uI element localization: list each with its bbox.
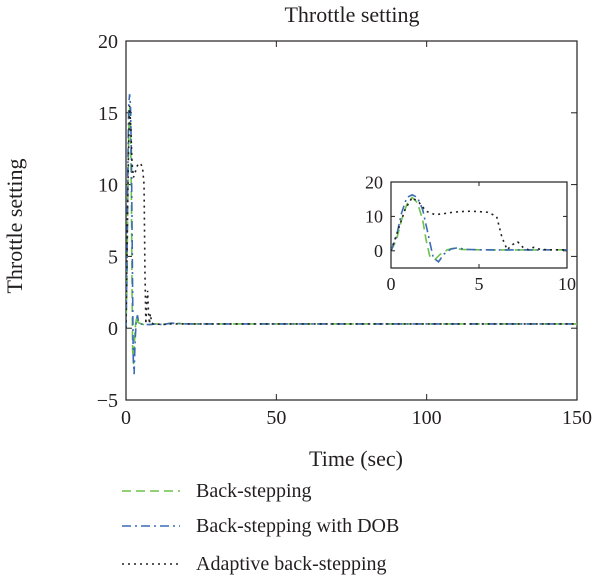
main-series-line-3 [126,105,577,329]
inset-x-tick-label: 10 [558,274,576,294]
legend-label-3: Adaptive back-stepping [196,553,387,575]
inset-y-tick-label: 0 [374,241,383,261]
legend-label-2: Back-stepping with DOB [196,515,399,537]
y-axis-label: Throttle setting [2,158,27,293]
main-y-tick-label: −5 [97,390,118,412]
inset-series-line-2 [391,193,567,263]
x-axis-label: Time (sec) [309,446,403,471]
inset-y-tick-label: 10 [365,207,383,227]
inset-y-tick-label: 20 [365,172,383,192]
inset-frame [390,181,568,269]
main-series-line-2 [126,94,577,375]
inset-series-line-1 [391,196,567,261]
main-x-tick-label: 0 [121,407,131,429]
main-y-tick-label: 5 [108,246,118,268]
inset-x-tick-label: 5 [475,274,484,294]
legend-label-1: Back-stepping [196,480,312,502]
main-y-tick-label: 15 [98,103,118,125]
main-y-tick-label: 0 [108,318,118,340]
main-x-tick-label: 50 [266,407,286,429]
inset-plot-area: 0 5 10 0 10 20 [365,172,576,294]
inset-x-tick-label: 0 [387,274,396,294]
chart-title: Throttle setting [284,2,419,27]
main-x-tick-label: 150 [562,407,592,429]
main-x-tick-label: 100 [412,407,442,429]
main-y-tick-label: 10 [98,175,118,197]
legend: Back-stepping Back-stepping with DOB Adapt… [122,480,399,575]
main-y-tick-label: 20 [98,31,118,53]
